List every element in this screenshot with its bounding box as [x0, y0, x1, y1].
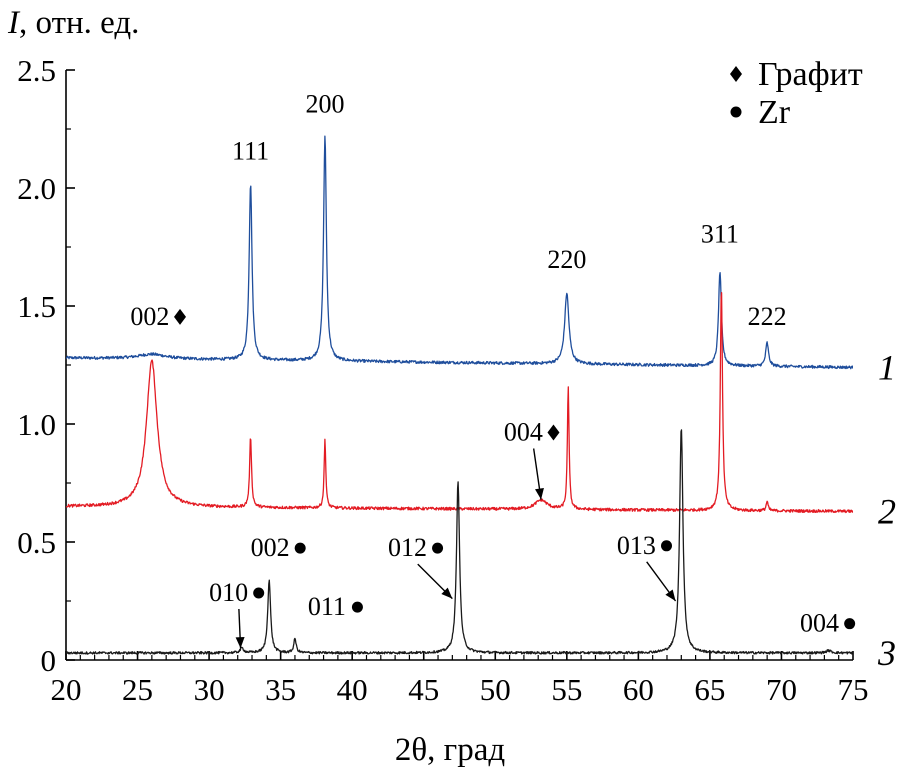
y-tick-label: 1.0	[17, 407, 56, 442]
peak-label: 004	[504, 418, 543, 447]
annotation-arrowhead	[235, 637, 245, 649]
axes: 0 0.5 1.0 1.5 2.0 2.5 20 25 30 35 40 45 50 55 60 65 70 75	[17, 53, 868, 707]
x-tick-label: 55	[551, 672, 582, 707]
y-tick-label: 0	[41, 643, 57, 678]
peak-label: 311	[701, 219, 739, 248]
y-axis-title-italic: I	[7, 5, 21, 41]
x-tick-label: 60	[623, 672, 654, 707]
series-1-line	[66, 135, 853, 370]
x-tick-label: 30	[194, 672, 225, 707]
series-2-line	[66, 292, 853, 514]
y-tick-label: 2.0	[17, 171, 56, 206]
legend-label: Zr	[758, 94, 791, 131]
y-tick-label: 1.5	[17, 289, 56, 324]
y-tick-label: 0.5	[17, 525, 56, 560]
zr-dot-marker	[294, 542, 306, 554]
annotation-arrowhead	[665, 589, 676, 601]
annotation-arrowhead	[535, 487, 544, 500]
x-axis-title: 2θ, град	[395, 732, 505, 768]
peak-label: 200	[305, 89, 344, 118]
zr-dot-marker	[351, 601, 363, 613]
series-3-label: 3	[877, 633, 896, 673]
series-1-label: 1	[878, 347, 896, 387]
x-tick-label: 75	[838, 672, 869, 707]
graphite-diamond-marker	[547, 424, 560, 441]
peak-label: 111	[232, 137, 269, 166]
series-layer	[66, 135, 853, 655]
peak-label: 013	[617, 531, 656, 560]
peak-label: 222	[748, 302, 787, 331]
y-axis-title-units: , отн. ед.	[19, 5, 139, 41]
x-tick-label: 70	[766, 672, 797, 707]
peak-label: 012	[388, 533, 427, 562]
x-tick-label: 45	[408, 672, 439, 707]
peak-label: 010	[209, 578, 248, 607]
peak-label: 002	[130, 302, 169, 331]
x-tick-label: 65	[694, 672, 725, 707]
x-tick-label: 20	[51, 672, 82, 707]
peak-label: 011	[308, 592, 346, 621]
series-3-line	[66, 429, 853, 655]
zr-dot-marker	[661, 540, 672, 552]
zr-dot-marker	[730, 106, 742, 118]
curve-labels: 1 2 3	[877, 347, 896, 673]
x-tick-label: 25	[122, 672, 153, 707]
zr-dot-marker	[844, 618, 856, 630]
x-tick-label: 35	[265, 672, 296, 707]
x-tick-label: 40	[337, 672, 368, 707]
peak-label: 002	[251, 533, 290, 562]
x-tick-label: 50	[480, 672, 511, 707]
zr-dot-marker	[253, 587, 265, 599]
y-tick-label: 2.5	[17, 53, 56, 88]
series-2-label: 2	[878, 491, 896, 531]
y-axis-title: I, отн. ед.	[7, 5, 139, 41]
zr-dot-marker	[432, 542, 444, 554]
graphite-diamond-marker	[730, 66, 742, 82]
peak-label: 004	[800, 609, 839, 638]
annotation-arrowhead	[441, 587, 453, 599]
legend-label: Графит	[758, 56, 863, 93]
graphite-diamond-marker	[173, 308, 186, 325]
peak-label: 220	[547, 245, 586, 274]
